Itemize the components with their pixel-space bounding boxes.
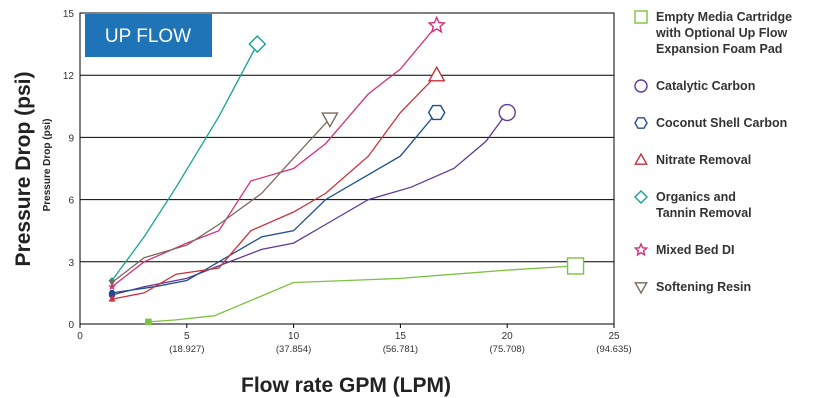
legend-label: Organics and	[656, 190, 736, 204]
y-tick-label: 3	[68, 258, 74, 269]
data-point-end	[498, 103, 516, 122]
data-point-start	[108, 290, 116, 296]
x-tick-sublabel: (56.781)	[383, 344, 418, 355]
x-tick-label: 15	[395, 331, 407, 342]
series-line-1	[111, 112, 508, 296]
legend-marker	[634, 117, 648, 129]
grid-lines	[80, 74, 614, 263]
y-axis-ticks: 0 3 6 9 12 15	[63, 9, 75, 331]
y-tick-label: 0	[68, 320, 74, 331]
legend-marker	[634, 190, 648, 204]
data-point-end	[248, 35, 267, 54]
legend-marker	[634, 10, 648, 24]
x-tick-label: 0	[77, 331, 83, 342]
y-axis-label-secondary: Pressure Drop (psi)	[42, 119, 53, 212]
plot-frame	[79, 12, 615, 325]
y-axis-label: Pressure Drop (psi)	[12, 72, 35, 267]
series-line-6	[111, 118, 331, 284]
x-tick-sublabel: (75.708)	[490, 344, 525, 355]
x-tick-label: 25	[608, 331, 620, 342]
flow-badge-background	[85, 14, 212, 57]
x-tick-sublabel: (37.854)	[276, 344, 311, 355]
data-point-end	[427, 65, 446, 82]
legend-label: Catalytic Carbon	[656, 79, 755, 93]
x-tick-label: 10	[288, 331, 300, 342]
series-markers	[108, 15, 585, 326]
legend-label: Empty Media Cartridge	[656, 10, 792, 24]
y-tick-label: 15	[63, 9, 75, 20]
series-line-5	[111, 24, 438, 288]
x-axis-ticks: 0 5 (18.927) 10 (37.854) 15 (56.781) 20 (75.708)…	[77, 324, 632, 355]
data-point-start	[108, 295, 116, 302]
series-line-2	[111, 112, 438, 294]
series-line-3	[111, 74, 438, 300]
data-point-end	[566, 257, 585, 275]
x-axis-label: Flow rate GPM (LPM)	[241, 374, 451, 397]
data-point-end	[321, 112, 339, 129]
plot-area	[79, 12, 615, 325]
data-point-start	[108, 282, 116, 290]
flow-badge: UP FLOW	[85, 14, 212, 57]
x-tick-sublabel: (18.927)	[169, 344, 204, 355]
data-point-end	[427, 15, 447, 34]
legend-label: Softening Resin	[656, 280, 751, 294]
legend-label: Mixed Bed DI	[656, 243, 735, 257]
data-point-start	[145, 318, 152, 326]
y-tick-label: 12	[63, 71, 75, 82]
legend-label: Expansion Foam Pad	[656, 42, 782, 56]
x-tick-label: 20	[502, 331, 514, 342]
legend-marker	[634, 79, 648, 93]
series-line-0	[148, 265, 576, 323]
data-point-end	[427, 104, 446, 121]
y-tick-label: 9	[68, 133, 74, 144]
y-tick-label: 6	[68, 196, 74, 207]
legend-marker	[634, 152, 648, 165]
legend-label: Nitrate Removal	[656, 153, 751, 167]
legend-marker	[633, 242, 649, 257]
data-point-start	[108, 280, 116, 287]
series-line-4	[111, 43, 258, 281]
x-tick-sublabel: (94.635)	[596, 344, 631, 355]
flow-badge-label: UP FLOW	[105, 26, 191, 47]
legend-marker	[634, 282, 648, 295]
legend-label: Coconut Shell Carbon	[656, 116, 787, 130]
legend-label: Tannin Removal	[656, 206, 752, 220]
legend: Empty Media Cartridge with Optional Up Fl…	[633, 10, 792, 295]
legend-label: with Optional Up Flow	[655, 26, 788, 40]
x-tick-label: 5	[184, 331, 190, 342]
series-lines	[111, 24, 576, 323]
